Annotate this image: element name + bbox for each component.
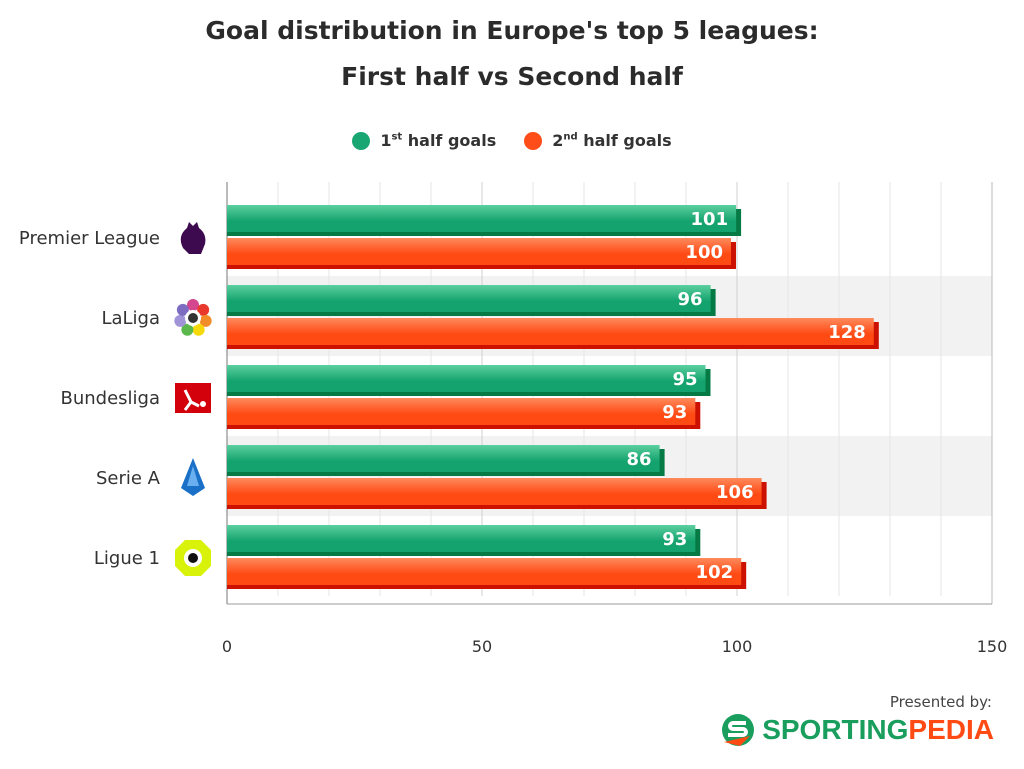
bar-1st-half	[227, 365, 706, 392]
data-label: 106	[716, 482, 754, 503]
league-logo-icon	[175, 383, 211, 413]
chart-title-line1: Goal distribution in Europe's top 5 leag…	[205, 16, 819, 45]
data-label: 100	[685, 242, 723, 263]
x-tick-label: 0	[222, 637, 232, 656]
category-label: Bundesliga	[60, 388, 160, 409]
bar-1st-half	[227, 205, 737, 232]
data-label: 93	[662, 529, 687, 550]
data-label: 86	[627, 449, 652, 470]
bar-1st-half	[227, 285, 711, 312]
league-logo-icon	[180, 222, 206, 254]
category-label: LaLiga	[101, 308, 160, 329]
x-tick-label: 150	[977, 637, 1008, 656]
bar-1st-half	[227, 445, 660, 472]
legend-swatch	[352, 131, 371, 150]
legend: 1st half goals 2nd half goals	[0, 131, 1024, 150]
bar-2nd-half	[227, 478, 762, 505]
legend-item-1st-half: 1st half goals	[352, 131, 496, 150]
data-label: 101	[691, 209, 729, 230]
data-label: 128	[828, 322, 866, 343]
league-logo-icon	[175, 540, 211, 576]
legend-label: 2nd half goals	[552, 131, 672, 150]
bar-chart: 0 50 100 150 Premier League 101 100 LaLiga 96 128…	[19, 182, 1008, 656]
data-label: 96	[678, 289, 703, 310]
data-label: 102	[696, 562, 734, 583]
league-logo-icon	[181, 458, 205, 496]
bar-2nd-half	[227, 318, 874, 345]
bar-2nd-half	[227, 558, 742, 585]
x-tick-label: 50	[472, 637, 492, 656]
data-label: 93	[662, 402, 687, 423]
bar-2nd-half	[227, 238, 731, 265]
league-logo-icon	[174, 299, 212, 336]
brand-icon	[722, 714, 755, 746]
category-label: Ligue 1	[94, 548, 160, 569]
bar-2nd-half	[227, 398, 696, 425]
legend-item-2nd-half: 2nd half goals	[524, 131, 672, 150]
x-tick-label: 100	[722, 637, 753, 656]
bar-1st-half	[227, 525, 696, 552]
legend-swatch	[524, 131, 543, 150]
legend-label: 1st half goals	[380, 131, 497, 150]
category-label: Serie A	[96, 468, 161, 489]
data-label: 95	[672, 369, 697, 390]
sportingpedia-logo: SPORTINGPEDIA	[720, 712, 994, 748]
category-label: Premier League	[19, 228, 160, 249]
chart-title-line2: First half vs Second half	[341, 62, 683, 91]
presented-by: Presented by:	[889, 693, 992, 711]
